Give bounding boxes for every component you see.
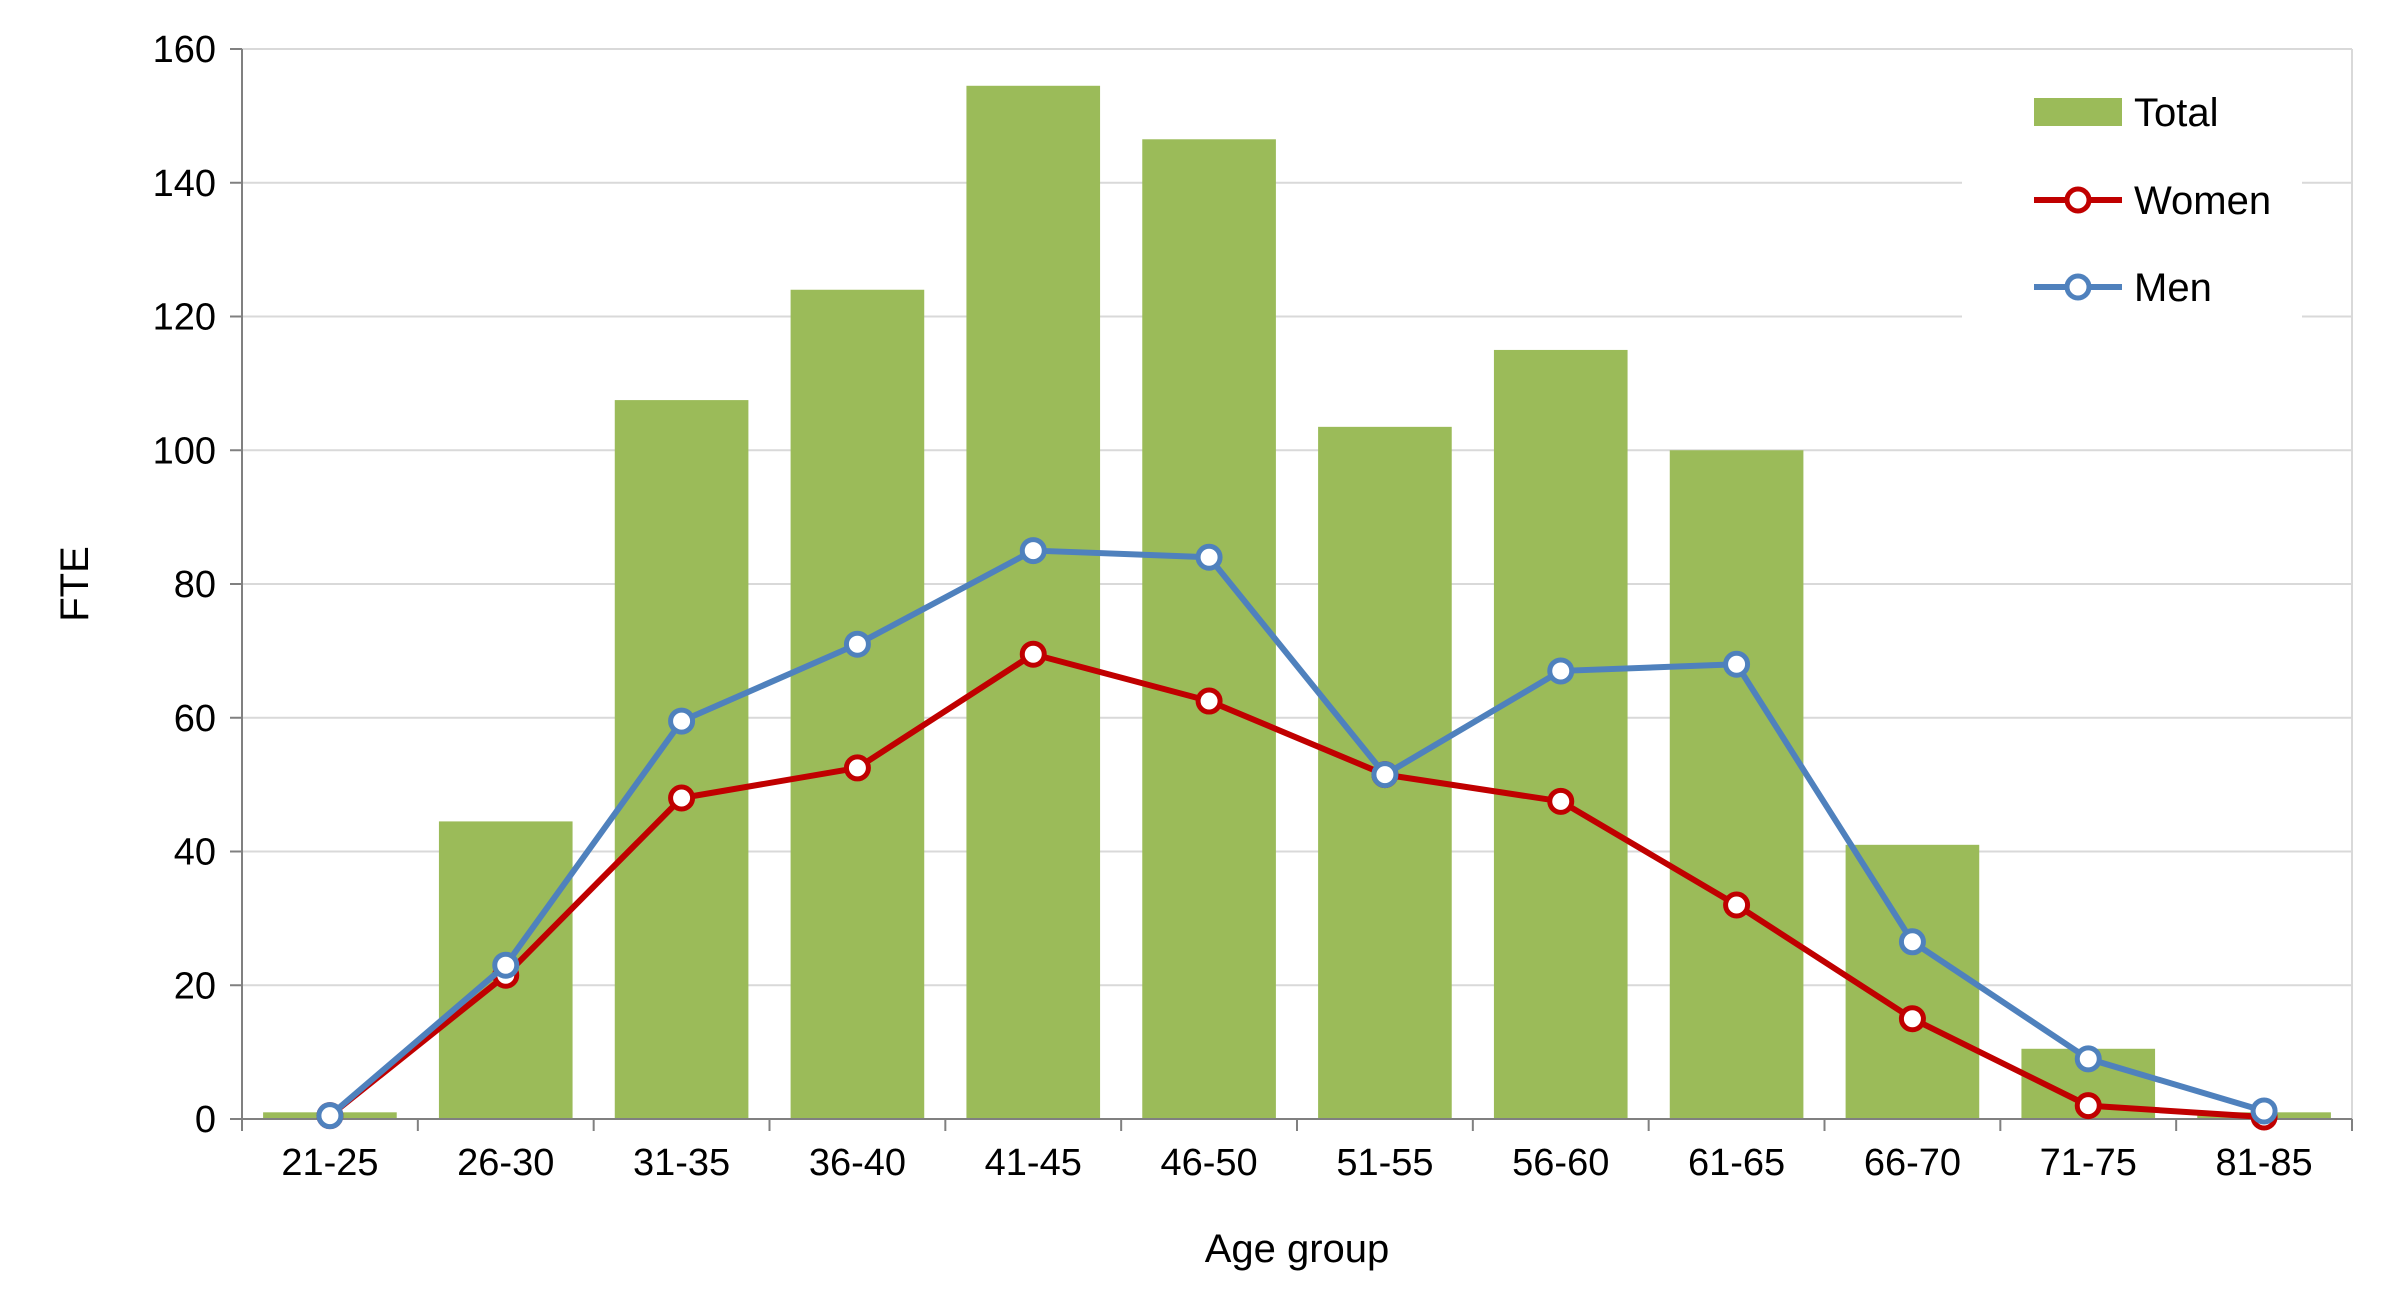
bar — [614, 400, 749, 1119]
legend-marker — [2064, 273, 2092, 301]
bar — [1669, 450, 1804, 1119]
x-tick-label: 41-45 — [985, 1142, 1082, 1184]
line-series — [316, 537, 2278, 1131]
data-point — [2074, 1045, 2102, 1073]
x-tick-label: 46-50 — [1160, 1142, 1257, 1184]
x-tick-label: 26-30 — [457, 1142, 554, 1184]
legend-item-total: Total — [2034, 91, 2219, 135]
y-tick-labels: 0 20 40 60 80 100 120 140 160 — [153, 29, 216, 1141]
bar — [1845, 844, 1980, 1119]
bar — [966, 85, 1101, 1119]
data-point — [1195, 687, 1223, 715]
legend-swatch — [2034, 98, 2122, 126]
data-point — [843, 754, 871, 782]
data-point — [1898, 1005, 1926, 1033]
y-tick-label: 20 — [174, 965, 216, 1007]
x-tick-label: 36-40 — [809, 1142, 906, 1184]
legend-marker — [2064, 186, 2092, 214]
x-tick-label: 81-85 — [2215, 1142, 2312, 1184]
y-tick-label: 120 — [153, 297, 216, 339]
legend: Total Women Men — [1962, 68, 2302, 318]
data-point — [1371, 761, 1399, 789]
y-tick-label: 160 — [153, 29, 216, 71]
data-point — [1723, 650, 1751, 678]
axes — [230, 48, 2353, 1131]
bar — [1493, 349, 1628, 1119]
data-point — [1019, 537, 1047, 565]
y-axis-title: FTE — [53, 546, 97, 622]
x-tick-label: 21-25 — [281, 1142, 378, 1184]
data-point — [1547, 657, 1575, 685]
bar — [1142, 139, 1276, 1119]
data-point — [2250, 1097, 2278, 1125]
x-tick-label: 71-75 — [2040, 1142, 2137, 1184]
x-tick-label: 56-60 — [1512, 1142, 1609, 1184]
legend-item-women: Women — [2034, 179, 2271, 223]
data-point — [2074, 1092, 2102, 1120]
y-tick-label: 140 — [153, 163, 216, 205]
x-axis-title: Age group — [1205, 1227, 1390, 1271]
y-tick-label: 60 — [174, 698, 216, 740]
data-point — [492, 951, 520, 979]
x-tick-label: 31-35 — [633, 1142, 730, 1184]
data-point — [1547, 787, 1575, 815]
x-tick-label: 61-65 — [1688, 1142, 1785, 1184]
data-point — [1898, 928, 1926, 956]
data-point — [843, 630, 871, 658]
legend-label: Women — [2134, 179, 2271, 223]
data-point — [668, 707, 696, 735]
legend-background — [1962, 68, 2302, 318]
y-tick-label: 80 — [174, 564, 216, 606]
bar — [790, 289, 925, 1119]
x-tick-label: 66-70 — [1864, 1142, 1961, 1184]
data-point — [1019, 640, 1047, 668]
series-line — [328, 651, 2265, 1120]
data-point — [1723, 891, 1751, 919]
x-tick-labels: 21-25 26-30 31-35 36-40 41-45 46-50 51-55 56-60… — [281, 1142, 2312, 1184]
line-series-men — [316, 537, 2278, 1130]
data-point — [316, 1102, 344, 1130]
legend-label: Men — [2134, 266, 2212, 310]
data-point — [1195, 543, 1223, 571]
y-tick-label: 100 — [153, 430, 216, 472]
y-tick-label: 0 — [195, 1099, 216, 1141]
legend-label: Total — [2134, 91, 2219, 135]
series-line — [327, 547, 2265, 1118]
y-tick-label: 40 — [174, 832, 216, 874]
data-point — [668, 784, 696, 812]
legend-item-men: Men — [2034, 266, 2212, 310]
x-tick-label: 51-55 — [1336, 1142, 1433, 1184]
